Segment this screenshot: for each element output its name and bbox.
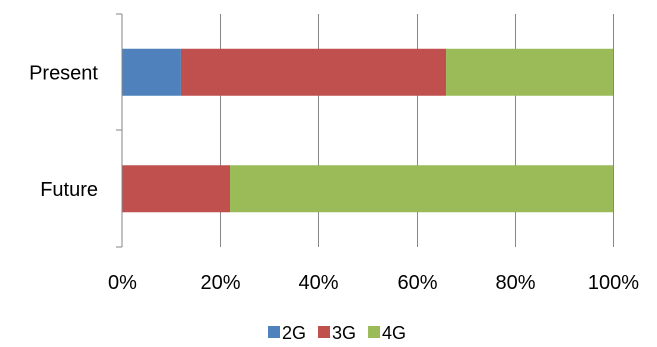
bar-segment bbox=[122, 165, 231, 213]
x-tick-label: 20% bbox=[200, 272, 240, 294]
bar-segment bbox=[230, 165, 613, 213]
legend-label: 2G bbox=[282, 323, 306, 343]
bar-segment bbox=[122, 48, 181, 96]
category-label: Present bbox=[29, 62, 98, 84]
x-tick-label: 0% bbox=[108, 272, 137, 294]
legend-swatch bbox=[318, 326, 331, 338]
category-labels: Present Future bbox=[29, 62, 98, 201]
x-tick-label: 40% bbox=[298, 272, 338, 294]
legend-swatch bbox=[268, 326, 280, 338]
axes bbox=[116, 13, 123, 248]
bar-segment bbox=[180, 48, 447, 96]
legend-label: 4G bbox=[382, 323, 406, 343]
legend-label: 3G bbox=[332, 323, 356, 343]
x-tick-label: 100% bbox=[588, 272, 639, 294]
bar-segment bbox=[446, 48, 613, 96]
legend-swatch bbox=[368, 326, 381, 338]
category-label: Future bbox=[40, 179, 98, 201]
legend: 2G 3G 4G bbox=[268, 323, 406, 343]
bars bbox=[122, 48, 613, 213]
x-tick-labels: 0% 20% 40% 60% 80% 100% bbox=[108, 272, 639, 294]
x-tick-label: 60% bbox=[397, 272, 437, 294]
x-tick-label: 80% bbox=[495, 272, 535, 294]
